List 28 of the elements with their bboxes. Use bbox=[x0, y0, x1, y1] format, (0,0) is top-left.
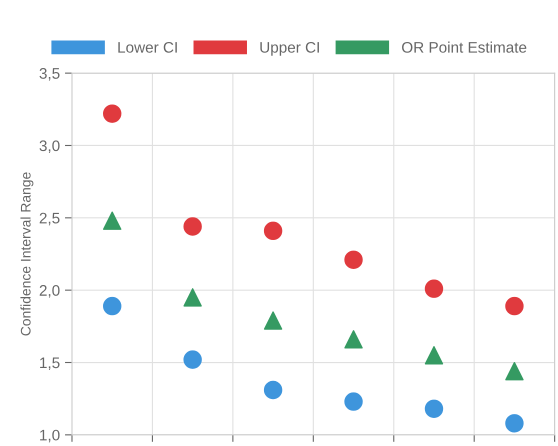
point bbox=[344, 330, 363, 349]
y-tick-label: 2,0 bbox=[40, 285, 60, 298]
legend-label: OR Point Estimate bbox=[402, 42, 526, 53]
point bbox=[183, 217, 202, 236]
point bbox=[505, 414, 524, 432]
point bbox=[424, 400, 444, 418]
point bbox=[103, 296, 122, 316]
y-tick-label: 2,5 bbox=[40, 212, 60, 226]
point bbox=[264, 222, 282, 240]
point bbox=[505, 362, 524, 380]
legend-label: Upper CI bbox=[260, 42, 319, 56]
y-axis-title: Confidence Interval Range bbox=[20, 172, 34, 336]
y-tick-label: 1,5 bbox=[40, 358, 60, 370]
legend-label: Lower CI bbox=[118, 42, 177, 53]
point bbox=[183, 350, 202, 369]
point bbox=[424, 346, 444, 364]
y-tick-label: 3,5 bbox=[40, 68, 60, 81]
y-tick-label: 1,0 bbox=[40, 430, 60, 442]
point bbox=[103, 212, 122, 230]
point bbox=[344, 392, 363, 411]
point bbox=[183, 288, 202, 307]
y-tick-label: 3,0 bbox=[40, 140, 60, 153]
point bbox=[264, 311, 282, 330]
point bbox=[264, 380, 282, 400]
point bbox=[505, 296, 524, 316]
point bbox=[424, 280, 444, 298]
point bbox=[103, 104, 122, 123]
point bbox=[344, 250, 363, 269]
